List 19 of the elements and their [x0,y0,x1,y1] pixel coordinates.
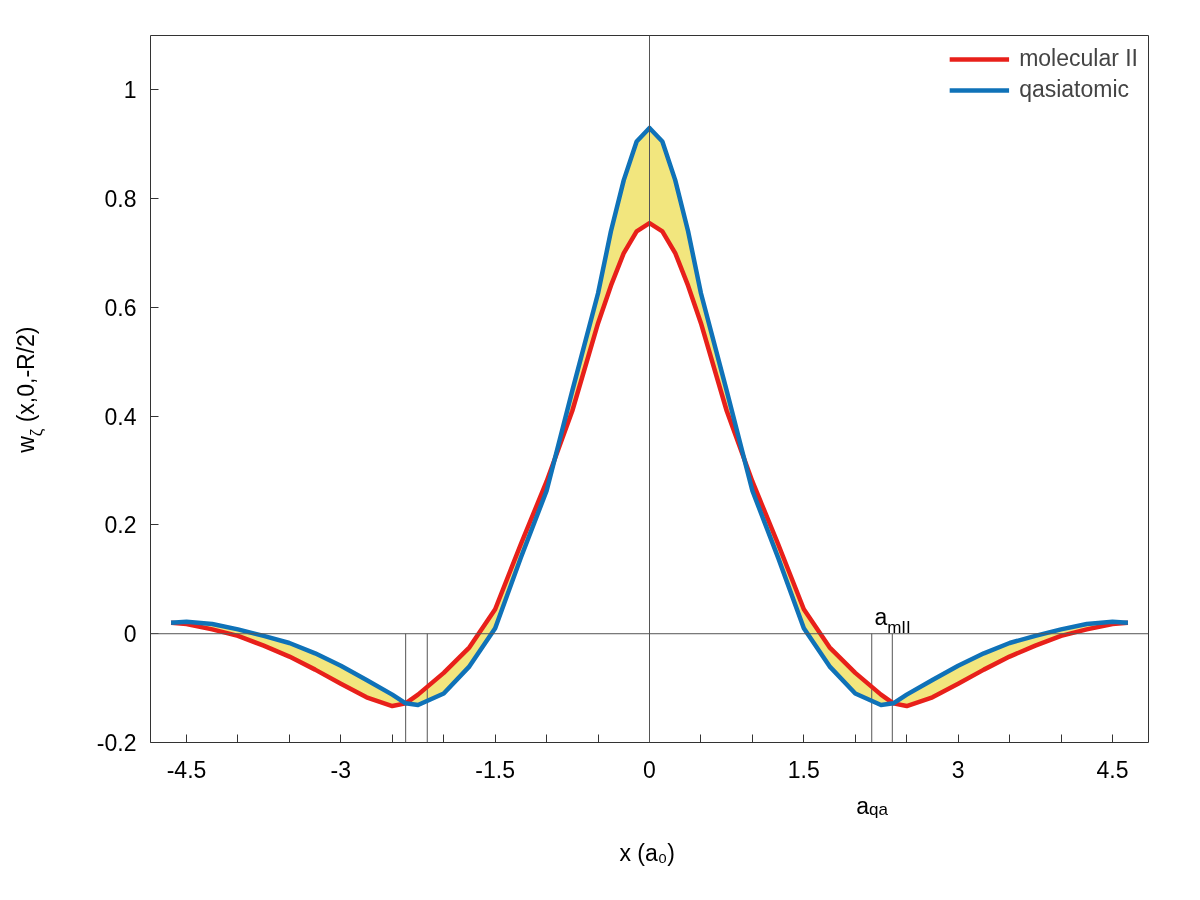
y-tick-label: 0.4 [104,403,137,430]
x-tick-label: -1.5 [475,756,515,783]
x-tick-label: 1.5 [787,756,820,783]
x-tick-label: 0 [643,756,656,783]
y-tick-label: 1 [123,77,137,104]
x-tick-label: 4.5 [1096,756,1129,783]
y-tick-label: 0.6 [104,294,137,321]
legend-label: qasiatomic [1019,76,1130,103]
x-tick-label: 3 [951,756,965,783]
y-tick-label: 0.2 [104,512,137,539]
y-axis-title: wζ (x,0,-R/2) [12,326,46,454]
y-tick-label: -0.2 [96,730,137,756]
x-axis-title: x (a₀) [619,839,676,866]
ref-line-label: aqa [856,792,889,819]
x-tick-label: -4.5 [166,756,207,783]
y-tick-label: 0 [123,621,137,648]
x-tick-label: -3 [330,756,352,783]
legend-label: molecular II [1019,45,1138,72]
y-tick-label: 0.8 [104,186,137,213]
